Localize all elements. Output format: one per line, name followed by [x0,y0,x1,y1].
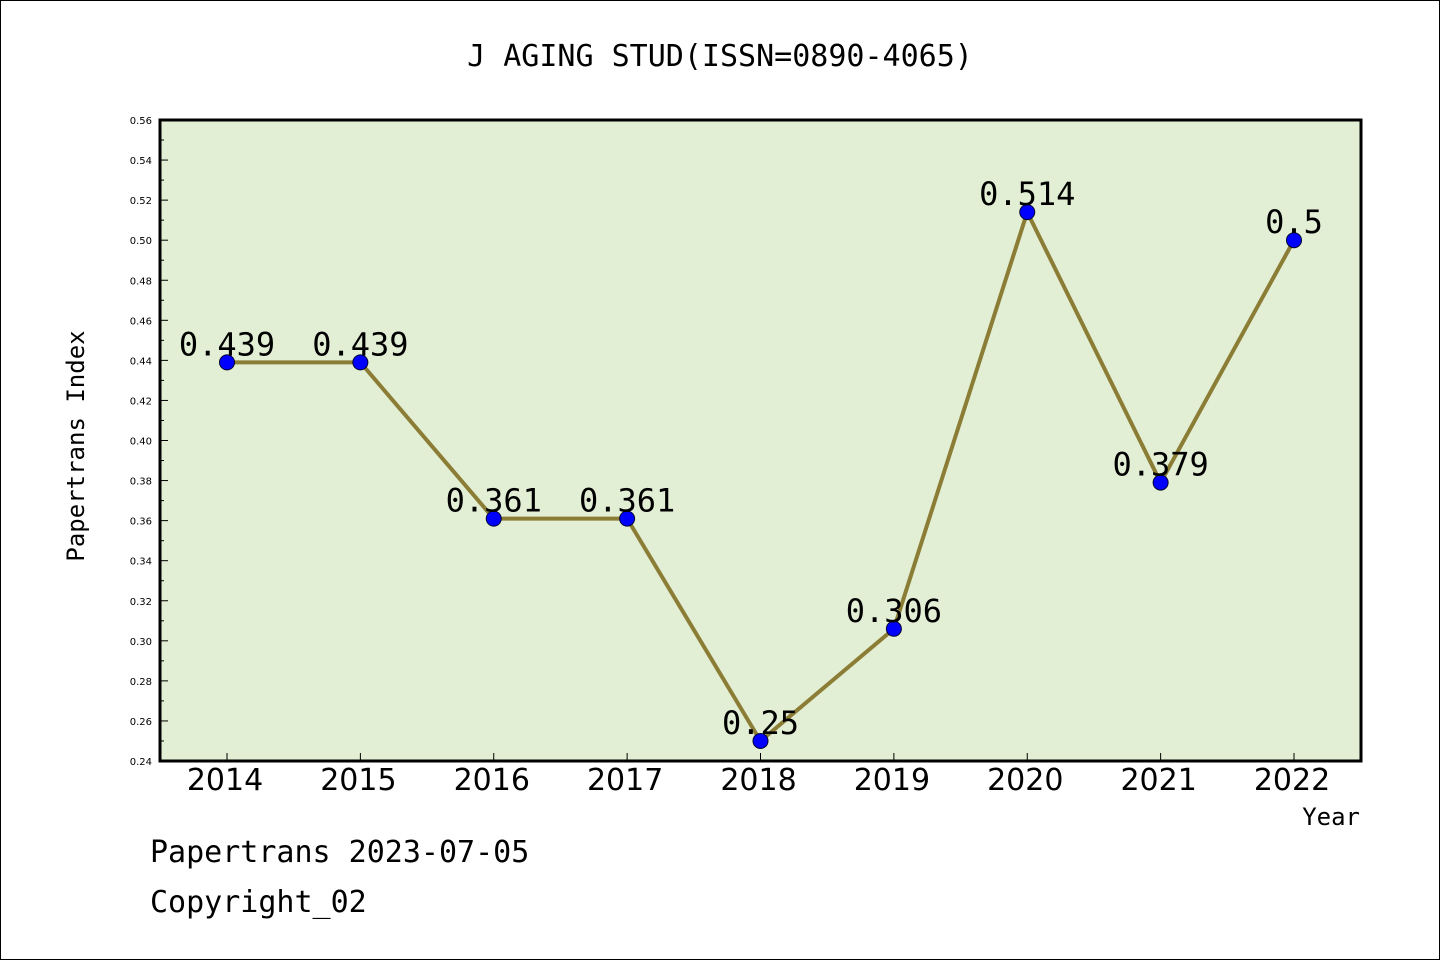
chart-title: J AGING STUD(ISSN=0890-4065) [467,39,973,74]
y-tick-label: 0.34 [130,557,152,568]
data-point [485,510,502,527]
data-point [752,732,769,749]
y-axis-label: Papertrans Index [62,330,90,561]
data-point [619,510,636,527]
data-labels: 0.439 0.439 0.361 0.361 0.25 0.306 0.514 0.379 0… [179,175,1323,742]
y-tick-label: 0.46 [130,316,152,327]
x-tick-label: 2021 [1120,763,1196,798]
data-point [1019,204,1036,221]
y-tick-label: 0.24 [130,757,152,768]
y-tick-label: 0.50 [130,236,152,247]
x-tick-label: 2020 [987,763,1063,798]
y-tick-label: 0.54 [130,156,152,167]
footer-copyright: Copyright_02 [150,885,367,920]
y-tick-label: 0.48 [130,276,152,287]
data-point [1152,474,1169,491]
data-label: 0.439 [312,325,408,363]
x-axis-label: Year [1302,803,1360,831]
y-tick-label: 0.56 [130,116,152,127]
y-tick-label: 0.38 [130,477,152,488]
data-point [219,354,235,371]
data-label: 0.361 [446,482,542,520]
footer-date: Papertrans 2023-07-05 [150,835,530,870]
y-tick-label: 0.28 [130,677,152,688]
y-tick-label: 0.42 [130,396,152,407]
x-tick-label: 2019 [854,763,930,798]
y-tick-label: 0.44 [130,356,152,367]
data-point [1286,232,1302,249]
data-label: 0.306 [846,592,942,630]
data-label: 0.514 [979,175,1075,213]
y-tick-label: 0.52 [130,196,152,207]
y-tick-label: 0.40 [130,437,152,448]
x-tick-label: 2022 [1254,763,1330,798]
data-label: 0.439 [179,325,275,363]
data-points [219,204,1302,749]
y-axis: 0.24 0.26 0.28 0.30 0.32 0.34 0.36 0.38 0.40 0.42… [130,116,168,768]
y-tick-label: 0.36 [130,517,152,528]
y-tick-label: 0.30 [130,637,152,648]
x-tick-label: 2016 [454,763,530,798]
data-point [352,354,369,371]
data-point [885,620,902,637]
x-axis: 2014 2015 2016 2017 2018 2019 2020 2021 2022 [187,753,1330,798]
x-tick-label: 2014 [187,763,263,798]
y-tick-label: 0.26 [130,717,152,728]
x-tick-label: 2018 [720,763,796,798]
data-label: 0.5 [1265,203,1323,241]
y-tick-label: 0.32 [130,597,152,608]
x-tick-label: 2017 [587,763,663,798]
data-label: 0.25 [722,704,799,742]
data-label: 0.361 [579,482,675,520]
x-tick-label: 2015 [320,763,396,798]
plot-area [158,118,1363,763]
data-label: 0.379 [1112,446,1208,484]
